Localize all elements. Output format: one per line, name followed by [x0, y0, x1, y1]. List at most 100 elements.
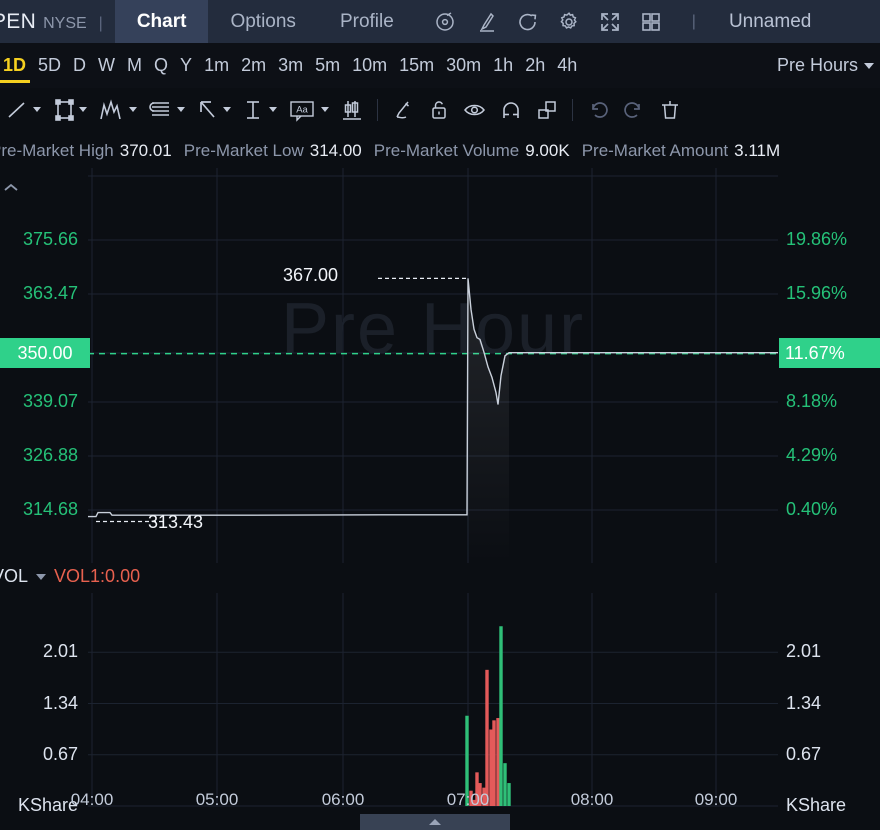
toolbar-divider: [377, 98, 378, 121]
collapse-panel-icon[interactable]: [3, 180, 19, 191]
magnet-icon[interactable]: [493, 98, 529, 122]
gear-icon[interactable]: [557, 10, 581, 34]
volume-bar-12: [507, 783, 511, 806]
timeframe-m[interactable]: M: [127, 55, 143, 75]
volume-bar-6: [485, 669, 489, 806]
volume-bar-5: [482, 787, 486, 806]
pencil-tool[interactable]: [385, 98, 421, 122]
timeframe-q[interactable]: Q: [154, 55, 169, 75]
redo-icon[interactable]: [616, 98, 652, 122]
percent-tick-label: 0.40%: [786, 499, 838, 519]
timeframe-2h[interactable]: 2h: [525, 55, 546, 75]
price-tick-label: 339.07: [22, 391, 78, 411]
volume-plot[interactable]: [88, 593, 778, 830]
toolbar-divider-2: [572, 98, 573, 121]
symbol-divider: |: [98, 14, 103, 32]
premarket-info-bar: Pre-Market High 370.01 Pre-Market Low 31…: [0, 136, 880, 166]
compass-icon[interactable]: [434, 10, 458, 34]
volume-indicator-name: VOL: [0, 566, 29, 586]
price-tick-label: 375.66: [22, 229, 78, 249]
timeframe-bar: 1D 5D D W M Q Y 1m 2m 3m 5m 10m 15m 30m …: [0, 43, 880, 88]
price-plot[interactable]: [88, 168, 778, 563]
time-tick-label: 09:00: [694, 790, 738, 809]
timeframe-15m[interactable]: 15m: [399, 55, 435, 75]
premarket-low-label: Pre-Market Low: [183, 141, 304, 160]
fullscreen-icon[interactable]: [598, 10, 622, 34]
chevron-down-icon: [321, 107, 329, 112]
chevron-down-icon: [223, 107, 231, 112]
trendline-tool[interactable]: [0, 98, 46, 122]
session-label: Pre Hours: [776, 55, 858, 75]
measure-tool[interactable]: [236, 98, 282, 122]
volume-unit-label-right: KShare: [786, 795, 847, 815]
timeframe-3m[interactable]: 3m: [278, 55, 304, 75]
refresh-icon[interactable]: [516, 10, 540, 34]
drawing-toolbar: Aa: [0, 88, 880, 131]
timeframe-y[interactable]: Y: [180, 55, 193, 75]
premarket-volume-label: Pre-Market Volume: [373, 141, 520, 160]
volume-indicator-header[interactable]: VOL VOL1:0.00: [0, 566, 140, 587]
chart-scrollbar[interactable]: [0, 812, 880, 830]
premarket-amount-value: 3.11M: [734, 141, 781, 160]
volume-bar-11: [503, 763, 507, 806]
price-tick-label: 314.68: [22, 499, 78, 519]
volume-bar-2: [472, 799, 476, 806]
tab-profile-label: Profile: [339, 10, 394, 32]
edit-icon[interactable]: [475, 10, 499, 34]
timeframe-2m[interactable]: 2m: [241, 55, 267, 75]
candle-pattern-tool[interactable]: [334, 98, 370, 122]
elliott-wave-tool[interactable]: [92, 98, 142, 122]
timeframe-10m[interactable]: 10m: [352, 55, 388, 75]
premarket-volume-value: 9.00K: [525, 141, 570, 160]
price-area-fill: [467, 278, 509, 563]
tab-options-label: Options: [230, 10, 296, 32]
volume-indicator-value: VOL1:0.00: [54, 566, 141, 586]
chevron-down-icon[interactable]: [36, 573, 47, 580]
lock-icon[interactable]: [421, 98, 457, 122]
grid-icon[interactable]: [639, 10, 663, 34]
rectangle-tool[interactable]: [46, 98, 92, 122]
timeframe-w[interactable]: W: [98, 55, 116, 75]
timeframe-1h[interactable]: 1h: [493, 55, 514, 75]
timeframe-1d[interactable]: 1D: [0, 43, 32, 88]
tab-profile[interactable]: Profile: [318, 0, 416, 43]
layers-icon[interactable]: [529, 98, 565, 122]
chart-scroll-handle[interactable]: [360, 814, 510, 830]
timeframe-4h[interactable]: 4h: [557, 55, 578, 75]
time-tick-label: 07:00: [446, 790, 490, 809]
text-annotation-tool[interactable]: Aa: [282, 98, 334, 122]
session-selector[interactable]: Pre Hours: [777, 43, 874, 88]
workspace-name[interactable]: Unnamed: [728, 10, 812, 32]
premarket-high-value: 370.01: [119, 141, 172, 160]
volume-tick-label: 2.01: [42, 641, 78, 662]
timeframe-30m[interactable]: 30m: [446, 55, 482, 75]
premarket-low-value: 314.00: [309, 141, 362, 160]
chart-area: Pre Hour 375.66 363.47 350.00 339.07 326.88 3…: [0, 168, 880, 815]
time-tick-label: 08:00: [570, 790, 614, 809]
price-tick-label: 363.47: [22, 283, 78, 303]
timeframe-d[interactable]: D: [73, 55, 87, 75]
timeframe-5m[interactable]: 5m: [315, 55, 341, 75]
arrow-tool[interactable]: [190, 98, 236, 122]
volume-tick-label-right: 2.01: [786, 641, 822, 662]
current-percent-tag: 11.67%: [779, 338, 880, 368]
tab-chart[interactable]: Chart: [114, 0, 209, 43]
percent-tick-label: 19.86%: [786, 229, 848, 249]
eye-icon[interactable]: [457, 98, 493, 122]
trash-icon[interactable]: [652, 98, 688, 122]
timeframe-1m[interactable]: 1m: [204, 55, 230, 75]
volume-bar-1: [469, 790, 473, 806]
top-icon-group: | Unnamed: [434, 10, 812, 34]
topbar-divider: |: [691, 12, 696, 30]
volume-tick-label: 0.67: [42, 743, 78, 764]
ticker-symbol: PEN: [0, 9, 37, 33]
symbol-block[interactable]: PEN NYSE |: [0, 10, 115, 34]
tab-options[interactable]: Options: [208, 0, 317, 43]
volume-tick-label-right: 0.67: [786, 743, 822, 764]
percent-tick-label: 8.18%: [786, 391, 838, 411]
timeframe-5d[interactable]: 5D: [38, 55, 62, 75]
undo-icon[interactable]: [580, 98, 616, 122]
fibonacci-tool[interactable]: [142, 98, 190, 122]
time-tick-label: 06:00: [321, 790, 365, 809]
time-tick-label: 05:00: [195, 790, 239, 809]
